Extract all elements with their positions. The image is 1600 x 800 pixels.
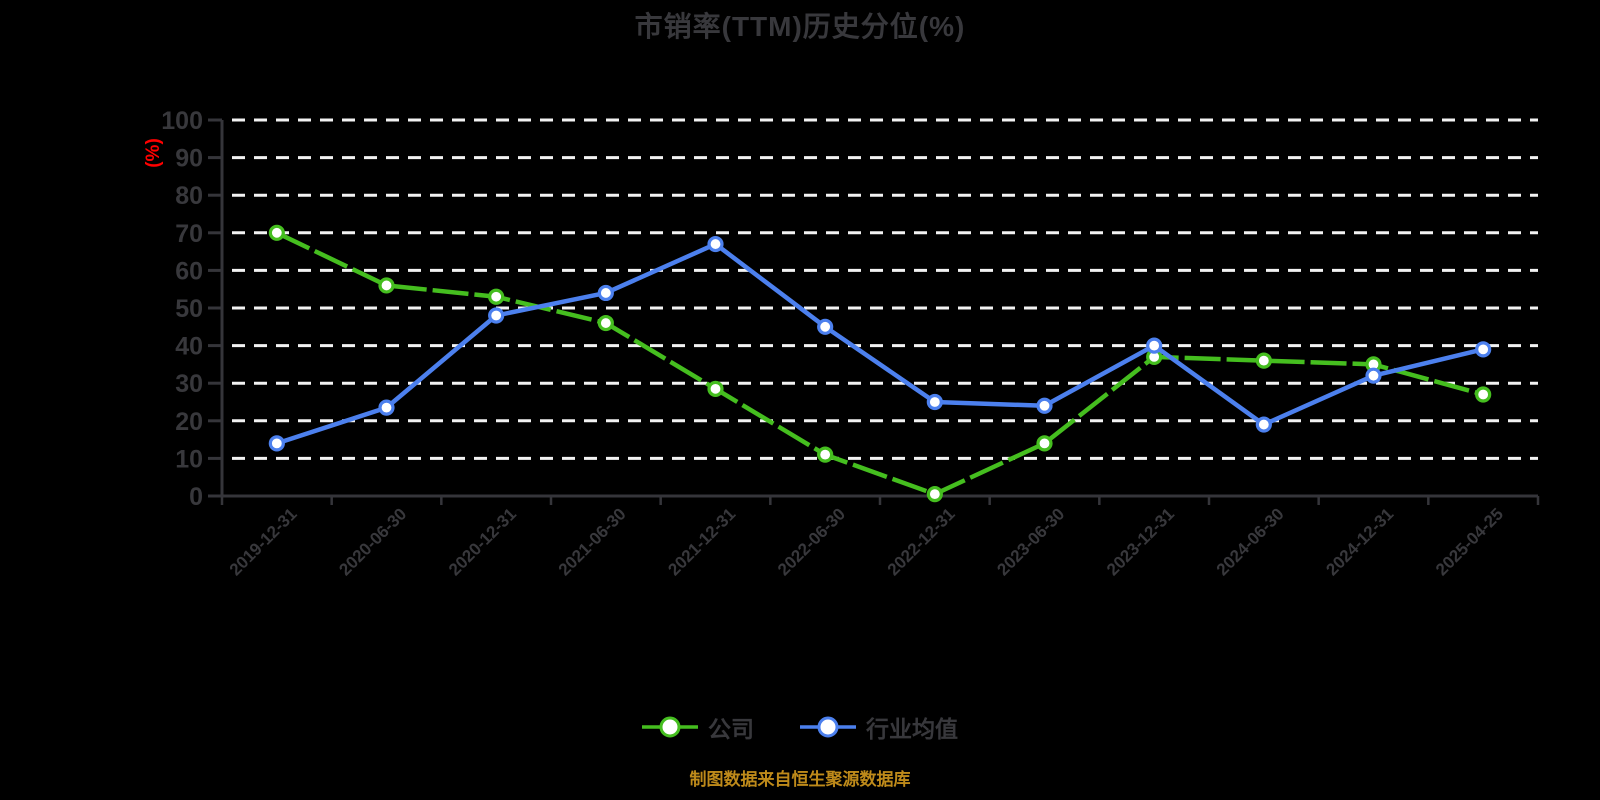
data-point-company-2021-12-31[interactable] [707, 380, 724, 397]
data-point-industry-average-2023-12-31[interactable] [1146, 337, 1163, 354]
data-point-industry-average-2020-06-30[interactable] [378, 399, 395, 416]
y-tick-label: 20 [175, 408, 203, 436]
data-point-company-2020-06-30[interactable] [378, 277, 395, 294]
series-line-company [275, 230, 1484, 497]
data-point-industry-average-2021-12-31[interactable] [707, 235, 724, 253]
legend: 公司 行业均值 [0, 710, 1600, 744]
x-tick-label: 2021-06-30 [555, 504, 630, 579]
y-tick-label: 30 [175, 370, 203, 398]
data-source-caption: 制图数据来自恒生聚源数据库 [689, 770, 911, 789]
y-tick-label: 80 [175, 182, 203, 210]
data-point-company-2024-06-30[interactable] [1255, 352, 1272, 369]
data-point-company-2019-12-31[interactable] [268, 224, 285, 241]
legend-item-company[interactable]: 公司 [642, 710, 754, 744]
y-tick-label: 100 [161, 107, 203, 135]
legend-marker-industry-average-icon [800, 716, 856, 738]
x-tick-label: 2022-12-31 [884, 504, 959, 579]
y-tick-label: 60 [175, 257, 203, 285]
y-tick-label: 70 [175, 220, 203, 248]
data-point-industry-average-2021-06-30[interactable] [597, 284, 614, 302]
y-tick-label: 0 [189, 483, 203, 511]
chart-title: 市销率(TTM)历史分位(%) [634, 11, 966, 42]
x-tick-label: 2022-06-30 [774, 504, 849, 579]
y-tick-label: 40 [175, 333, 203, 361]
x-tick-label: 2025-04-25 [1432, 504, 1507, 579]
y-tick-label: 90 [175, 145, 203, 173]
data-point-industry-average-2022-12-31[interactable] [926, 393, 943, 411]
data-point-industry-average-2019-12-31[interactable] [268, 435, 285, 452]
data-point-industry-average-2024-06-30[interactable] [1255, 416, 1272, 433]
data-point-company-2023-06-30[interactable] [1036, 435, 1053, 452]
x-tick-label: 2019-12-31 [226, 504, 301, 579]
data-point-industry-average-2025-04-25[interactable] [1475, 341, 1492, 358]
x-tick-label: 2024-06-30 [1213, 504, 1288, 579]
x-tick-label: 2023-12-31 [1103, 504, 1178, 579]
legend-label-industry-average: 行业均值 [866, 716, 958, 742]
x-tick-label: 2021-12-31 [664, 504, 739, 579]
x-tick-label: 2020-12-31 [445, 504, 520, 579]
data-point-industry-average-2024-12-31[interactable] [1365, 367, 1382, 384]
x-tick-label: 2024-12-31 [1322, 504, 1397, 579]
series-line-industry-average [276, 241, 1484, 446]
y-tick-label: 50 [175, 295, 203, 323]
data-point-company-2020-12-31[interactable] [488, 288, 505, 305]
data-point-industry-average-2022-06-30[interactable] [817, 318, 834, 335]
x-tick-label: 2020-06-30 [335, 504, 410, 579]
data-point-company-2025-04-25[interactable] [1475, 386, 1492, 403]
legend-label-company: 公司 [708, 716, 754, 742]
legend-item-industry-average[interactable]: 行业均值 [800, 710, 958, 744]
data-point-industry-average-2020-12-31[interactable] [488, 307, 505, 324]
y-tick-label: 10 [175, 445, 203, 473]
data-point-company-2022-06-30[interactable] [817, 446, 834, 463]
data-point-company-2022-12-31[interactable] [926, 486, 943, 503]
legend-marker-company-icon [642, 716, 698, 738]
x-tick-label: 2023-06-30 [993, 504, 1068, 579]
data-point-industry-average-2023-06-30[interactable] [1036, 397, 1053, 414]
data-point-company-2021-06-30[interactable] [597, 314, 614, 332]
